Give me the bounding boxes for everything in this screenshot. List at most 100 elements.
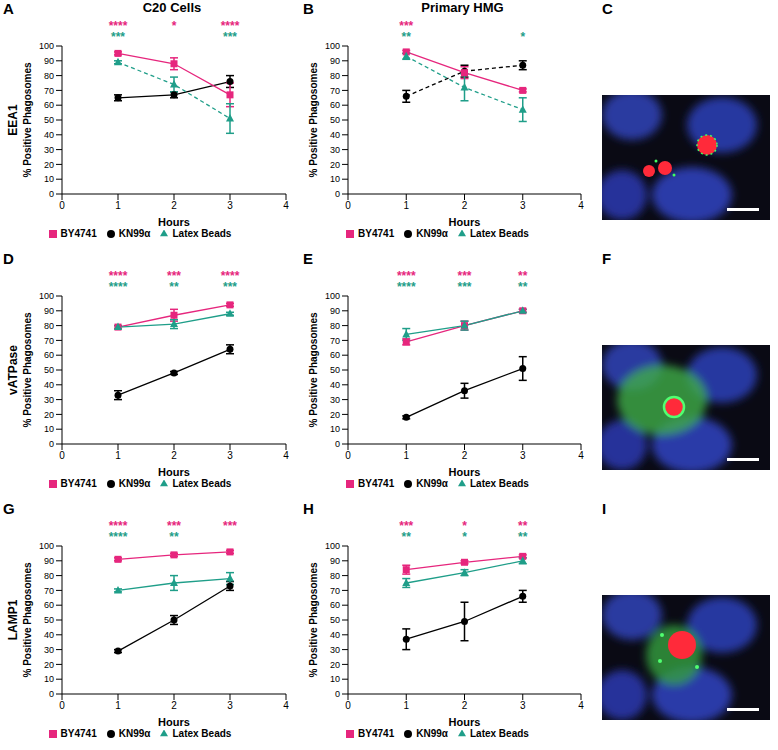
svg-text:**: ** xyxy=(169,530,179,544)
svg-text:3: 3 xyxy=(227,700,233,711)
svg-text:0: 0 xyxy=(49,439,54,449)
svg-text:20: 20 xyxy=(330,410,340,420)
svg-text:2: 2 xyxy=(171,450,177,461)
svg-text:2: 2 xyxy=(462,450,468,461)
svg-text:Hours: Hours xyxy=(449,716,481,728)
svg-text:2: 2 xyxy=(462,700,468,711)
svg-text:70: 70 xyxy=(330,336,340,346)
svg-text:0: 0 xyxy=(335,689,340,699)
svg-text:30: 30 xyxy=(330,145,340,155)
svg-text:% Positive Phagosomes: % Positive Phagosomes xyxy=(22,312,33,427)
svg-text:****: **** xyxy=(109,280,128,294)
svg-text:1: 1 xyxy=(115,200,121,211)
svg-text:20: 20 xyxy=(330,160,340,170)
svg-text:4: 4 xyxy=(578,200,584,211)
svg-text:40: 40 xyxy=(330,380,340,390)
svg-text:Hours: Hours xyxy=(158,466,190,478)
svg-text:2: 2 xyxy=(462,200,468,211)
svg-text:3: 3 xyxy=(520,700,526,711)
svg-text:% Positive Phagosomes: % Positive Phagosomes xyxy=(22,562,33,677)
svg-text:70: 70 xyxy=(330,586,340,596)
svg-text:% Positive Phagosomes: % Positive Phagosomes xyxy=(22,62,33,177)
svg-text:3: 3 xyxy=(227,200,233,211)
svg-text:*: * xyxy=(462,530,467,544)
svg-text:10: 10 xyxy=(44,674,54,684)
svg-text:40: 40 xyxy=(44,630,54,640)
svg-text:**: ** xyxy=(402,30,412,44)
svg-text:60: 60 xyxy=(330,600,340,610)
svg-text:*: * xyxy=(172,19,177,33)
svg-text:3: 3 xyxy=(520,200,526,211)
svg-text:vATPase: vATPase xyxy=(6,345,20,395)
svg-text:0: 0 xyxy=(345,200,351,211)
svg-text:60: 60 xyxy=(330,100,340,110)
svg-text:% Positive Phagosomes: % Positive Phagosomes xyxy=(308,62,319,177)
svg-text:Hours: Hours xyxy=(449,466,481,478)
svg-text:80: 80 xyxy=(44,71,54,81)
svg-text:***: *** xyxy=(223,30,237,44)
svg-text:*: * xyxy=(520,30,525,44)
svg-text:50: 50 xyxy=(44,365,54,375)
svg-text:50: 50 xyxy=(330,615,340,625)
svg-text:60: 60 xyxy=(44,100,54,110)
svg-text:40: 40 xyxy=(44,380,54,390)
svg-text:1: 1 xyxy=(115,700,121,711)
svg-text:10: 10 xyxy=(44,424,54,434)
svg-text:50: 50 xyxy=(330,365,340,375)
svg-text:80: 80 xyxy=(44,321,54,331)
svg-text:1: 1 xyxy=(403,200,409,211)
svg-text:***: *** xyxy=(111,30,125,44)
svg-text:10: 10 xyxy=(330,674,340,684)
svg-text:**: ** xyxy=(518,530,528,544)
svg-text:100: 100 xyxy=(325,541,340,551)
svg-text:4: 4 xyxy=(578,450,584,461)
svg-text:50: 50 xyxy=(330,115,340,125)
svg-text:100: 100 xyxy=(39,41,54,51)
svg-text:4: 4 xyxy=(283,200,289,211)
svg-text:***: *** xyxy=(223,280,237,294)
svg-text:90: 90 xyxy=(330,56,340,66)
svg-text:20: 20 xyxy=(44,660,54,670)
svg-text:2: 2 xyxy=(171,700,177,711)
svg-text:30: 30 xyxy=(44,145,54,155)
svg-text:2: 2 xyxy=(171,200,177,211)
svg-text:90: 90 xyxy=(330,306,340,316)
svg-text:1: 1 xyxy=(403,450,409,461)
svg-text:80: 80 xyxy=(330,71,340,81)
svg-text:40: 40 xyxy=(330,130,340,140)
svg-text:20: 20 xyxy=(330,660,340,670)
svg-text:100: 100 xyxy=(39,541,54,551)
svg-text:***: *** xyxy=(223,519,237,533)
svg-text:4: 4 xyxy=(283,450,289,461)
svg-text:50: 50 xyxy=(44,115,54,125)
svg-text:0: 0 xyxy=(335,439,340,449)
svg-text:% Positive Phagosomes: % Positive Phagosomes xyxy=(308,312,319,427)
svg-text:0: 0 xyxy=(49,189,54,199)
svg-text:70: 70 xyxy=(330,86,340,96)
svg-text:80: 80 xyxy=(330,571,340,581)
svg-text:50: 50 xyxy=(44,615,54,625)
svg-text:10: 10 xyxy=(330,174,340,184)
svg-text:10: 10 xyxy=(44,174,54,184)
svg-text:20: 20 xyxy=(44,160,54,170)
svg-text:0: 0 xyxy=(345,450,351,461)
svg-text:20: 20 xyxy=(44,410,54,420)
svg-text:10: 10 xyxy=(330,424,340,434)
svg-text:0: 0 xyxy=(59,700,65,711)
svg-text:30: 30 xyxy=(44,645,54,655)
svg-text:**: ** xyxy=(402,530,412,544)
svg-text:0: 0 xyxy=(335,189,340,199)
svg-text:70: 70 xyxy=(44,86,54,96)
svg-text:EEA1: EEA1 xyxy=(6,104,20,136)
svg-text:60: 60 xyxy=(44,350,54,360)
svg-text:100: 100 xyxy=(39,291,54,301)
svg-text:90: 90 xyxy=(44,556,54,566)
svg-text:60: 60 xyxy=(44,600,54,610)
svg-text:100: 100 xyxy=(325,41,340,51)
svg-text:0: 0 xyxy=(59,200,65,211)
svg-text:Hours: Hours xyxy=(158,716,190,728)
svg-text:Hours: Hours xyxy=(158,216,190,228)
svg-text:***: *** xyxy=(457,280,471,294)
svg-text:LAMP1: LAMP1 xyxy=(6,599,20,640)
svg-text:1: 1 xyxy=(403,700,409,711)
